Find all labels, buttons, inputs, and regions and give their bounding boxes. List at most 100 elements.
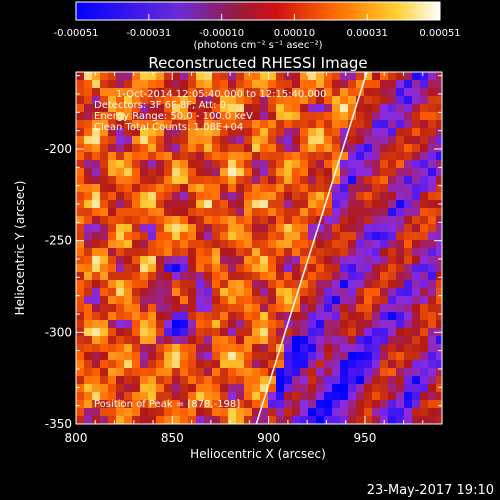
heatmap-cell <box>428 192 436 200</box>
heatmap-cell <box>268 136 276 144</box>
heatmap-cell <box>420 200 428 208</box>
heatmap-cell <box>316 128 324 136</box>
heatmap-cell <box>156 216 164 224</box>
heatmap-cell <box>284 368 292 376</box>
heatmap-cell <box>436 416 442 424</box>
heatmap-cell <box>124 408 132 416</box>
heatmap-cell <box>92 72 100 80</box>
heatmap-cell <box>300 136 308 144</box>
heatmap-cell <box>380 312 388 320</box>
heatmap-cell <box>196 176 204 184</box>
heatmap-cell <box>92 408 100 416</box>
heatmap-cell <box>412 320 420 328</box>
heatmap-cell <box>228 80 236 88</box>
heatmap-cell <box>268 240 276 248</box>
heatmap-cell <box>180 88 188 96</box>
heatmap-cell <box>308 296 316 304</box>
heatmap-cell <box>276 104 284 112</box>
heatmap-cell <box>316 200 324 208</box>
heatmap-cell <box>436 80 442 88</box>
heatmap-cell <box>260 360 268 368</box>
heatmap-cell <box>380 296 388 304</box>
heatmap-cell <box>388 400 396 408</box>
heatmap-cell <box>356 200 364 208</box>
heatmap-cell <box>180 168 188 176</box>
heatmap-cell <box>204 176 212 184</box>
heatmap-cell <box>236 392 244 400</box>
heatmap-cell <box>372 272 380 280</box>
heatmap-cell <box>244 320 252 328</box>
heatmap-cell <box>316 248 324 256</box>
heatmap-cell <box>116 104 124 112</box>
heatmap-cell <box>436 128 442 136</box>
heatmap-cell <box>84 416 92 424</box>
heatmap-cell <box>308 248 316 256</box>
heatmap-cell <box>404 344 412 352</box>
heatmap-cell <box>348 320 356 328</box>
heatmap-cell <box>260 96 268 104</box>
heatmap-cell <box>388 88 396 96</box>
heatmap-cell <box>324 88 332 96</box>
heatmap-cell <box>252 232 260 240</box>
heatmap-cell <box>300 400 308 408</box>
heatmap-cell <box>252 96 260 104</box>
heatmap-cell <box>164 184 172 192</box>
heatmap-cell <box>164 200 172 208</box>
heatmap-cell <box>364 184 372 192</box>
heatmap-cell <box>284 360 292 368</box>
heatmap-cell <box>84 288 92 296</box>
heatmap-cell <box>212 112 220 120</box>
heatmap-cell <box>116 128 124 136</box>
heatmap-cell <box>324 312 332 320</box>
heatmap-cell <box>228 368 236 376</box>
heatmap-cell <box>140 248 148 256</box>
y-axis-label: Heliocentric Y (arcsec) <box>13 181 27 316</box>
heatmap-cell <box>436 240 442 248</box>
heatmap-cell <box>84 112 92 120</box>
heatmap-cell <box>308 168 316 176</box>
heatmap-cell <box>420 272 428 280</box>
heatmap-cell <box>252 320 260 328</box>
heatmap-cell <box>196 400 204 408</box>
heatmap-cell <box>164 144 172 152</box>
heatmap-cell <box>252 128 260 136</box>
heatmap-cell <box>292 208 300 216</box>
heatmap-cell <box>172 320 180 328</box>
heatmap-cell <box>84 256 92 264</box>
heatmap-cell <box>148 328 156 336</box>
heatmap-cell <box>156 256 164 264</box>
heatmap-cell <box>436 176 442 184</box>
heatmap-cell <box>396 136 404 144</box>
heatmap-cell <box>76 368 84 376</box>
heatmap-cell <box>124 328 132 336</box>
heatmap-cell <box>172 184 180 192</box>
heatmap-cell <box>436 232 442 240</box>
heatmap-cell <box>268 376 276 384</box>
heatmap-cell <box>84 96 92 104</box>
heatmap-cell <box>340 112 348 120</box>
heatmap-cell <box>180 200 188 208</box>
heatmap-cell <box>372 112 380 120</box>
heatmap-cell <box>156 192 164 200</box>
heatmap-cell <box>404 136 412 144</box>
heatmap-cell <box>332 248 340 256</box>
heatmap-cell <box>244 304 252 312</box>
heatmap-cell <box>396 240 404 248</box>
heatmap-cell <box>236 408 244 416</box>
heatmap-cell <box>172 176 180 184</box>
heatmap-cell <box>132 416 140 424</box>
heatmap-cell <box>340 352 348 360</box>
heatmap-cell <box>164 328 172 336</box>
heatmap-cell <box>220 216 228 224</box>
heatmap-cell <box>396 280 404 288</box>
heatmap-cell <box>316 120 324 128</box>
heatmap-cell <box>324 400 332 408</box>
heatmap-cell <box>220 312 228 320</box>
heatmap-cell <box>108 128 116 136</box>
y-tick-label: -300 <box>45 325 72 339</box>
heatmap-cell <box>236 240 244 248</box>
heatmap-cell <box>164 288 172 296</box>
heatmap-cell <box>388 344 396 352</box>
peak-position: Position of Peak = [878,-198] <box>94 399 240 410</box>
heatmap-cell <box>316 352 324 360</box>
